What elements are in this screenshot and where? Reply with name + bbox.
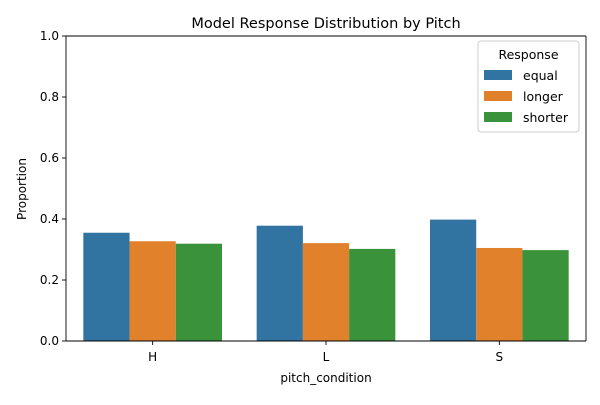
y-tick-label: 1.0	[40, 29, 59, 43]
y-tick-label: 0.2	[40, 273, 59, 287]
x-tick-label: H	[148, 350, 157, 364]
legend-swatch-longer	[484, 91, 512, 101]
legend-label-equal: equal	[523, 68, 558, 83]
legend-label-longer: longer	[523, 89, 564, 104]
bar-longer-H	[129, 241, 176, 341]
y-tick-label: 0.6	[40, 151, 59, 165]
y-axis-label: Proportion	[15, 158, 29, 220]
x-tick-label: L	[323, 350, 330, 364]
axes-layer: 0.0 0.2 0.4 0.6 0.8 1.0 H L S	[40, 29, 587, 364]
x-axis-label: pitch_condition	[280, 371, 371, 385]
bar-shorter-S	[522, 250, 569, 341]
legend-box	[477, 40, 580, 133]
bars-layer	[83, 219, 569, 341]
bar-shorter-H	[175, 243, 222, 341]
legend-swatch-shorter	[484, 112, 512, 122]
y-tick-label: 0.4	[40, 212, 59, 226]
y-tick-label: 0.0	[40, 334, 59, 348]
legend-title: Response	[498, 47, 558, 62]
chart-title: Model Response Distribution by Pitch	[191, 16, 460, 32]
bar-shorter-L	[349, 248, 396, 341]
bar-equal-H	[83, 232, 130, 341]
y-tick-label: 0.8	[40, 90, 59, 104]
bar-equal-S	[430, 219, 477, 341]
bar-longer-L	[302, 243, 350, 341]
bar-longer-S	[476, 247, 523, 341]
bar-equal-L	[256, 225, 303, 341]
legend-label-shorter: shorter	[523, 110, 569, 125]
x-tick-label: S	[496, 350, 504, 364]
legend: Response equal longer shorter	[477, 40, 580, 133]
legend-swatch-equal	[484, 70, 512, 80]
